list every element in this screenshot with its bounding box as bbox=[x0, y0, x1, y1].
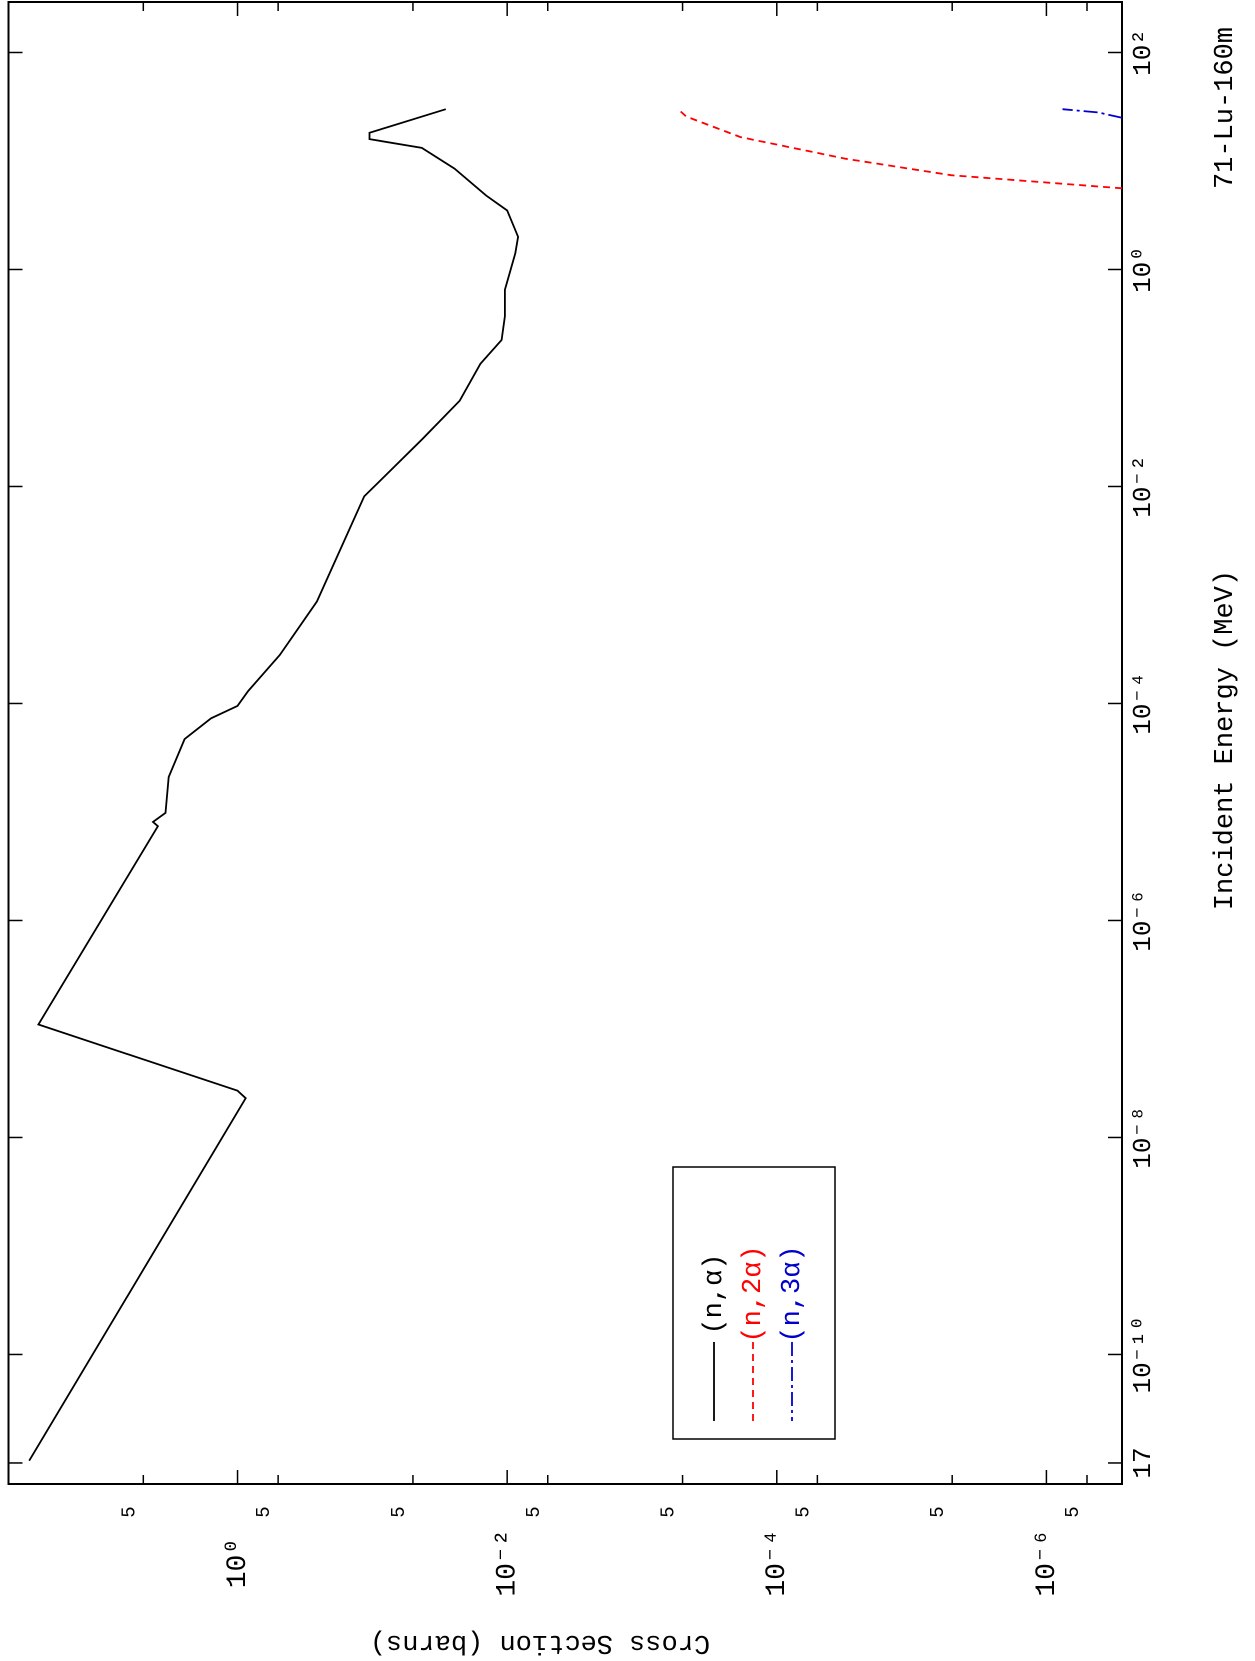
y-tick-label: 5 bbox=[792, 1506, 814, 1517]
y-tick-label: 5 bbox=[927, 1506, 949, 1517]
legend-label: (n,2α) bbox=[739, 1245, 769, 1342]
y-tick-label: 10⁻⁴ bbox=[762, 1529, 793, 1596]
y-tick-label: 10⁻⁶ bbox=[1032, 1529, 1063, 1596]
x-tick-label: 10⁻² bbox=[1128, 455, 1158, 517]
x-tick-label: 10⁻⁴ bbox=[1128, 672, 1158, 734]
legend-box bbox=[672, 1166, 836, 1440]
series-line bbox=[677, 108, 1122, 190]
plot-frame bbox=[7, 1, 1123, 1485]
y-tick-label: 10⁻² bbox=[493, 1529, 524, 1596]
legend-label: (n,α) bbox=[700, 1253, 730, 1334]
chart-title: 71-Lu-160m bbox=[1211, 27, 1241, 189]
legend-label: (n,3α) bbox=[778, 1245, 808, 1342]
x-tick-label: 10² bbox=[1128, 29, 1158, 76]
y-tick-label: 5 bbox=[253, 1506, 275, 1517]
x-tick-label: 10⁻⁸ bbox=[1128, 1106, 1158, 1168]
x-tick-label: 17 bbox=[1128, 1447, 1158, 1478]
series-line bbox=[28, 108, 520, 1462]
x-axis-title: Incident Energy (MeV) bbox=[1211, 570, 1241, 910]
x-tick-label: 10⁻⁶ bbox=[1128, 889, 1158, 951]
y-tick-label: 5 bbox=[388, 1506, 410, 1517]
series-line bbox=[1062, 108, 1122, 119]
y-tick-label: 5 bbox=[523, 1506, 545, 1517]
y-tick-label: 5 bbox=[1062, 1506, 1084, 1517]
y-tick-label: 5 bbox=[118, 1506, 140, 1517]
y-tick-label: 5 bbox=[658, 1506, 680, 1517]
x-tick-label: 10⁰ bbox=[1128, 246, 1158, 293]
y-axis-title: Cross Section (barns) bbox=[370, 1627, 710, 1657]
y-tick-label: 10⁰ bbox=[223, 1538, 254, 1588]
x-tick-label: 10⁻¹⁰ bbox=[1128, 1315, 1158, 1393]
